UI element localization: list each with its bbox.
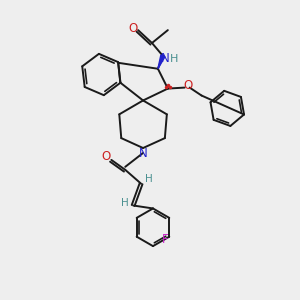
Text: F: F — [162, 233, 169, 246]
Text: N: N — [139, 148, 147, 160]
Text: O: O — [128, 22, 138, 34]
Text: H: H — [169, 54, 178, 64]
Text: H: H — [122, 197, 129, 208]
Text: O: O — [102, 150, 111, 164]
Polygon shape — [158, 55, 165, 69]
Text: H: H — [145, 174, 153, 184]
Text: N: N — [160, 52, 169, 65]
Text: O: O — [183, 79, 192, 92]
